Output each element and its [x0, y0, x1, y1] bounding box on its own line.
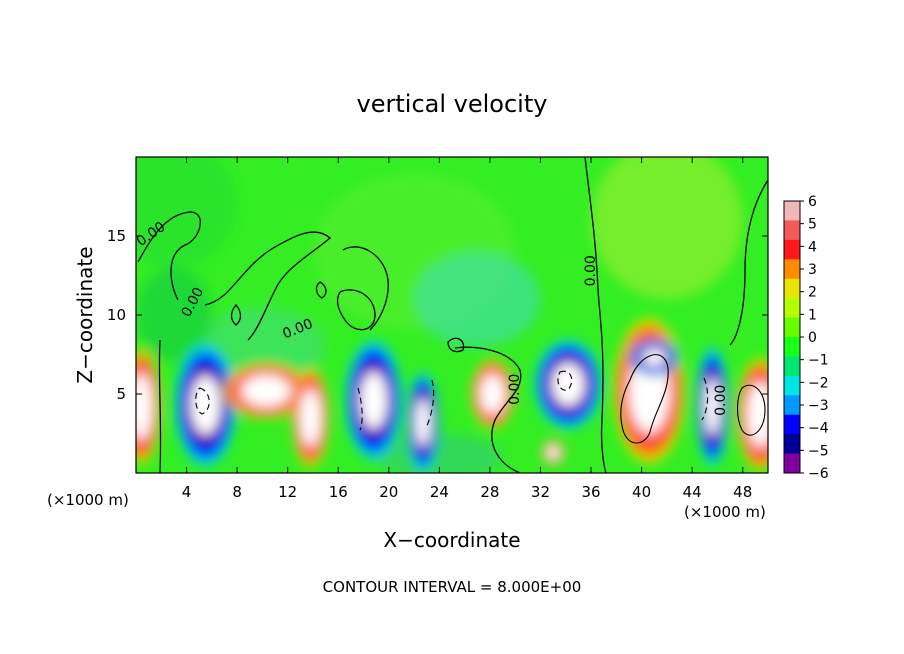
updraft-cell	[541, 439, 565, 466]
colorbar-swatch	[784, 317, 800, 338]
colorbar-label: −3	[808, 398, 829, 414]
zero-contours	[137, 157, 768, 473]
contour-line	[204, 231, 331, 341]
contour-label: 0.00	[507, 374, 523, 405]
x-tick-label: 24	[430, 483, 449, 501]
colorbar-swatch	[784, 434, 800, 455]
x-unit-right: (×1000 m)	[684, 503, 766, 521]
updraft-cell	[291, 366, 330, 470]
x-tick-label: 28	[480, 483, 499, 501]
contour-line	[137, 211, 201, 301]
solid-inner-contours	[620, 354, 766, 444]
contour-line	[620, 354, 669, 444]
colorbar-swatch	[784, 298, 800, 319]
colorbar-label: −2	[808, 375, 829, 391]
y-tick-label: 5	[116, 385, 126, 403]
colorbar-label: 2	[808, 285, 817, 301]
colorbar-swatch	[784, 337, 800, 357]
field-patch	[376, 433, 503, 473]
updraft-cell	[736, 356, 768, 473]
colorbar-swatch	[784, 278, 800, 299]
field-patch	[136, 157, 238, 268]
colorbar-label: 4	[808, 239, 817, 255]
x-tick-label: 12	[278, 483, 297, 501]
x-tick-label: 20	[379, 483, 398, 501]
downdraft-cell	[406, 371, 440, 473]
chart-title: vertical velocity	[357, 90, 548, 118]
dashed-contours	[195, 370, 709, 431]
colorbar-swatch	[784, 375, 800, 396]
y-tick-label: 10	[107, 306, 126, 324]
contour-line	[454, 346, 522, 473]
colorbar-swatch	[784, 453, 800, 474]
x-axis: 4 8 12 16 20 24 28 32 36 40 44 48	[182, 157, 752, 501]
colorbar-swatch	[784, 414, 800, 435]
contour-line	[230, 304, 242, 326]
contour-interval-note: CONTOUR INTERVAL = 8.000E+00	[323, 578, 582, 596]
colorbar-swatch	[784, 259, 800, 280]
contour-label: 0.00	[583, 255, 599, 286]
colorbar-swatch	[784, 239, 800, 260]
contour-label: 0.00	[713, 385, 729, 416]
field-patch	[199, 307, 326, 387]
colorbar-swatch	[784, 220, 800, 241]
contour-line	[342, 246, 389, 331]
x-tick-label: 16	[329, 483, 348, 501]
contour-line	[447, 337, 465, 353]
updraft-cell	[221, 362, 311, 420]
colorbar-label: 0	[808, 330, 817, 346]
field-patch	[591, 157, 743, 300]
downdraft-cell	[628, 338, 680, 377]
downdraft-cell	[695, 345, 729, 469]
colorbar-legend: 6 5 4 3 2 1 0 −1 −2 −3 −4 −5 −6	[783, 194, 829, 482]
contour-line	[736, 384, 766, 436]
colorbar-swatch	[784, 201, 800, 221]
downdraft-cell	[344, 338, 403, 462]
x-tick-label: 44	[683, 483, 702, 501]
x-tick-label: 36	[581, 483, 600, 501]
updraft-cell	[470, 358, 515, 430]
colorbar-label: 3	[808, 262, 817, 278]
contour-line	[729, 179, 768, 346]
field-patch	[414, 251, 541, 347]
colorbar-label: −4	[808, 421, 829, 437]
colorbar-label: 1	[808, 307, 817, 323]
contour-line	[315, 281, 327, 299]
colorbar-label: 5	[808, 217, 817, 233]
colorbar-swatch	[784, 395, 800, 416]
colorbar-label: −5	[808, 443, 829, 459]
contour-line	[584, 157, 607, 473]
velocity-field	[136, 157, 768, 473]
colorbar-label: 6	[808, 194, 817, 210]
contour-line	[357, 387, 363, 431]
colorbar-label: −6	[808, 466, 829, 482]
downdraft-cell	[173, 341, 238, 469]
contour-line	[701, 377, 709, 421]
field-patch	[136, 267, 212, 363]
x-tick-label: 40	[632, 483, 651, 501]
updraft-cell	[136, 347, 162, 466]
contour-line	[158, 339, 162, 473]
updraft-cell	[612, 315, 686, 466]
x-tick-label: 48	[733, 483, 752, 501]
y-axis-label: Z−coordinate	[73, 246, 97, 383]
plot-area: 0.000.000.000.000.000.00 4 8 12 16 20 24 28 32 3…	[107, 156, 769, 501]
x-axis-label: X−coordinate	[383, 528, 520, 552]
x-unit-left: (×1000 m)	[47, 491, 129, 509]
x-tick-label: 4	[182, 483, 192, 501]
downdraft-cell	[533, 338, 604, 431]
contour-line	[195, 387, 210, 415]
contour-line	[336, 289, 376, 331]
colorbar-label: −1	[808, 353, 829, 369]
x-tick-label: 32	[531, 483, 550, 501]
x-tick-label: 8	[232, 483, 242, 501]
contour-line	[557, 370, 573, 391]
colorbar-swatch	[784, 356, 800, 377]
y-tick-label: 15	[107, 227, 126, 245]
contour-line	[425, 379, 435, 429]
y-axis: 5 10 15	[107, 227, 768, 403]
